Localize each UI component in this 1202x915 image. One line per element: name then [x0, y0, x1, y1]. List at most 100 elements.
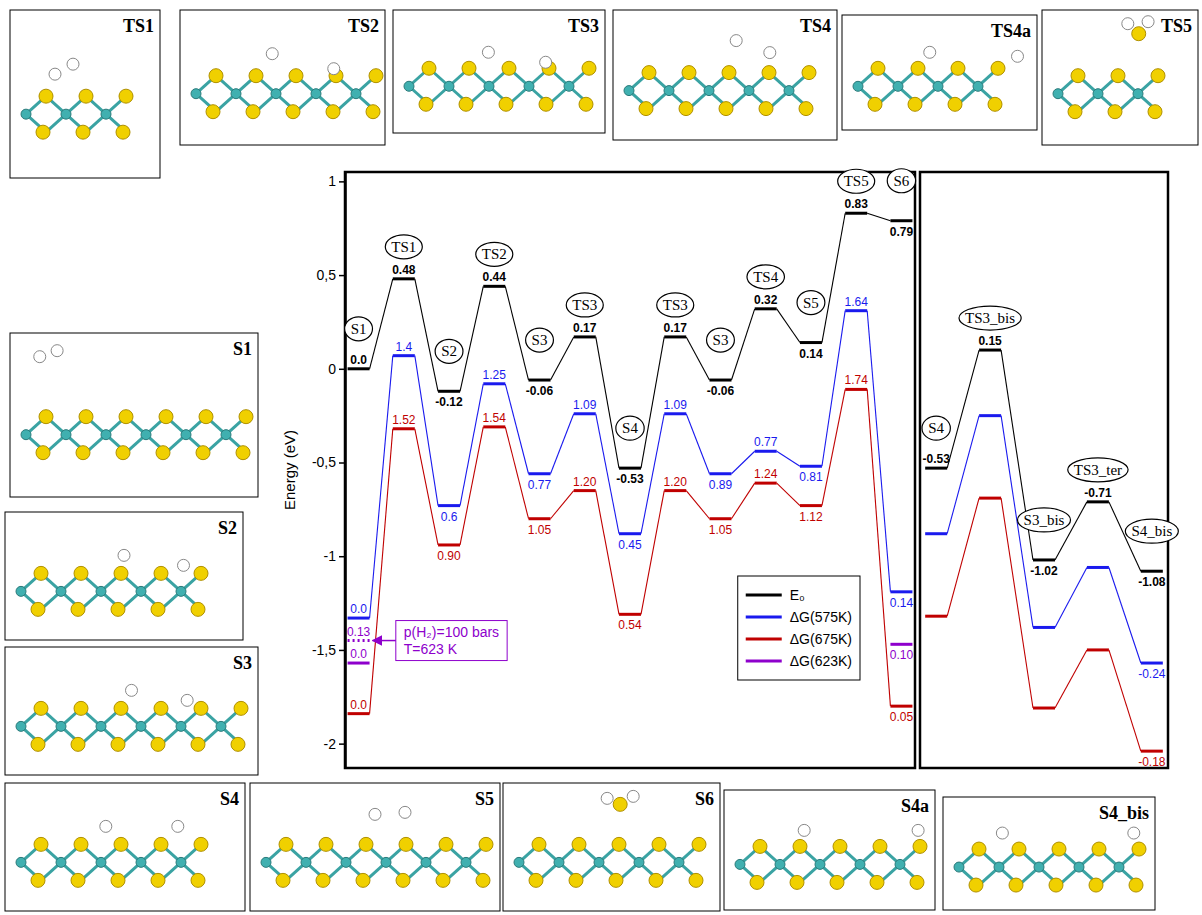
s-atom — [196, 446, 210, 460]
energy-level — [619, 467, 641, 470]
state-oval — [476, 242, 513, 266]
tick-label: 0,5 — [317, 267, 337, 283]
s-atom — [692, 837, 706, 851]
mo-atom — [524, 81, 534, 91]
connector — [777, 451, 800, 466]
s-atom — [1068, 105, 1082, 119]
h-atom — [482, 46, 494, 58]
marks — [348, 213, 913, 713]
structure-frame — [250, 783, 500, 911]
s-atom — [286, 105, 300, 119]
value-label: 1.24 — [754, 467, 778, 481]
mo-atom — [444, 81, 454, 91]
value-label: 0.10 — [890, 648, 914, 662]
state-oval — [838, 169, 875, 193]
tick-label: -0,5 — [312, 454, 336, 470]
h-atom — [1142, 16, 1154, 28]
s-atom — [911, 61, 925, 75]
value-label: 0.14 — [799, 347, 823, 361]
connector — [686, 491, 709, 519]
s-atom — [206, 105, 220, 119]
s-atom — [71, 737, 85, 751]
state-oval — [797, 291, 825, 315]
mo-atom — [933, 81, 943, 91]
h-atom — [601, 792, 613, 804]
s-atom — [289, 69, 303, 83]
s-atom — [870, 875, 884, 889]
h-atom — [730, 35, 742, 47]
tick-mark — [339, 369, 345, 371]
energy-level — [1033, 707, 1055, 710]
state-oval — [616, 416, 644, 440]
connector — [596, 337, 619, 468]
energy-level — [979, 497, 1001, 500]
mo-atom — [815, 859, 825, 869]
h-atom — [126, 684, 138, 696]
mo-atom — [855, 859, 865, 869]
connector — [1055, 567, 1087, 627]
mo-atom — [261, 857, 271, 867]
bonds — [519, 844, 699, 880]
value-label: 1.12 — [799, 510, 823, 524]
mo-atom — [21, 430, 31, 440]
mo-atom — [61, 109, 71, 119]
s-atom — [366, 105, 380, 119]
value-label: -0.06 — [707, 384, 735, 398]
value-label: 1.05 — [528, 523, 552, 537]
mo-atom — [61, 430, 71, 440]
s-atom — [116, 446, 130, 460]
mo-atom — [271, 89, 281, 99]
h-atom — [399, 806, 411, 818]
legend: E₀ΔG(575K)ΔG(675K)ΔG(623K) — [738, 576, 860, 680]
value-label: 0.0 — [350, 353, 367, 367]
s-atom — [612, 837, 626, 851]
connector — [777, 309, 800, 343]
connector — [947, 350, 979, 468]
series — [348, 311, 913, 618]
s-atom — [79, 410, 93, 424]
s-atom — [913, 839, 927, 853]
s-atom — [151, 602, 165, 616]
s-atom — [116, 125, 130, 139]
value-label: -0.06 — [526, 384, 554, 398]
s-atom — [649, 873, 663, 887]
state-name: S4 — [622, 420, 638, 436]
energy-level — [664, 412, 686, 415]
state-name: TS5 — [844, 173, 869, 189]
state-label: S6 — [887, 169, 915, 193]
s-atom — [1151, 69, 1165, 83]
connector — [947, 498, 979, 616]
tick: -2 — [324, 736, 345, 752]
structure-frame — [842, 15, 1037, 130]
s-atom — [36, 125, 50, 139]
energy-level — [800, 465, 822, 468]
structure-panel: TS4a — [842, 15, 1037, 130]
s-atom — [316, 873, 330, 887]
tick: 0 — [328, 361, 345, 377]
value-labels: -0.530.15-1.02-0.71-1.08-0.24-0.18 — [922, 334, 1165, 769]
value-label: -0.71 — [1084, 486, 1112, 500]
state-oval — [1125, 519, 1178, 543]
connector — [822, 311, 845, 467]
energy-level — [1087, 648, 1109, 651]
s-atom — [239, 410, 253, 424]
state-label: TS4 — [747, 265, 785, 289]
connector — [686, 414, 709, 474]
mo-atom — [853, 81, 863, 91]
legend-swatch — [746, 616, 782, 619]
bonds — [266, 844, 486, 880]
connector — [370, 429, 393, 714]
energy-level — [1033, 558, 1055, 561]
mo-atom — [56, 721, 66, 731]
energy-level — [574, 489, 596, 492]
value-label: 0.32 — [754, 293, 778, 307]
axis-line — [344, 173, 347, 769]
value-label: -1.08 — [1138, 575, 1166, 589]
s-atom — [532, 837, 546, 851]
s-atom — [191, 873, 205, 887]
state-label: S1 — [345, 317, 373, 341]
state-label: S2 — [435, 339, 463, 363]
value-label: 0.44 — [483, 270, 507, 284]
energy-level — [755, 450, 777, 453]
mo-atom — [564, 81, 574, 91]
